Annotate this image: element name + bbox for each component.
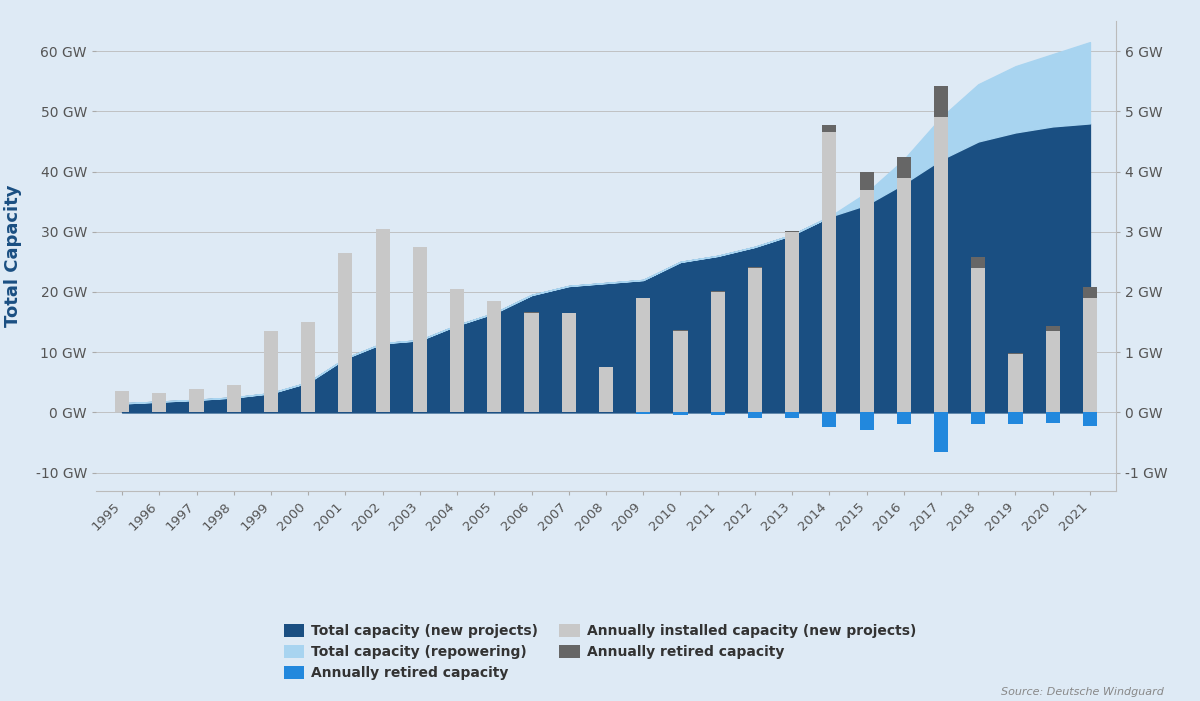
Bar [338,253,353,412]
Bar [896,412,911,425]
Bar [673,330,688,331]
Bar [934,117,948,412]
Bar [896,156,911,177]
Bar [636,412,650,414]
Bar [562,313,576,412]
Bar [190,389,204,412]
Bar [785,412,799,418]
Bar [673,331,688,412]
Bar [450,289,464,412]
Bar [1045,331,1060,412]
Bar [524,313,539,412]
Bar [1008,354,1022,412]
Bar [1082,287,1097,298]
Bar [1008,353,1022,354]
Text: Source: Deutsche Windguard: Source: Deutsche Windguard [1001,688,1164,697]
Y-axis label: Total Capacity: Total Capacity [4,184,22,327]
Bar [748,266,762,268]
Bar [115,391,130,412]
Bar [413,247,427,412]
Bar [822,412,836,428]
Bar [227,386,241,412]
Bar [599,367,613,412]
Bar [785,232,799,412]
Bar [301,322,316,412]
Bar [785,231,799,232]
Bar [859,172,874,190]
Bar [710,412,725,416]
Bar [636,298,650,412]
Bar [152,393,167,412]
Bar [710,291,725,292]
Bar [487,301,502,412]
Bar [1082,412,1097,426]
Bar [934,86,948,117]
Legend: Total capacity (new projects), Total capacity (repowering), Annually retired cap: Total capacity (new projects), Total cap… [277,618,923,687]
Bar [710,292,725,412]
Bar [822,132,836,412]
Bar [896,177,911,412]
Bar [1082,298,1097,412]
Bar [1045,412,1060,423]
Bar [748,412,762,418]
Bar [822,125,836,132]
Bar [673,412,688,416]
Bar [971,412,985,425]
Bar [1045,326,1060,331]
Bar [934,412,948,451]
Bar [376,229,390,412]
Bar [748,268,762,412]
Bar [859,190,874,412]
Bar [524,312,539,313]
Bar [264,331,278,412]
Bar [859,412,874,430]
Bar [1008,412,1022,425]
Bar [971,268,985,412]
Bar [971,257,985,268]
